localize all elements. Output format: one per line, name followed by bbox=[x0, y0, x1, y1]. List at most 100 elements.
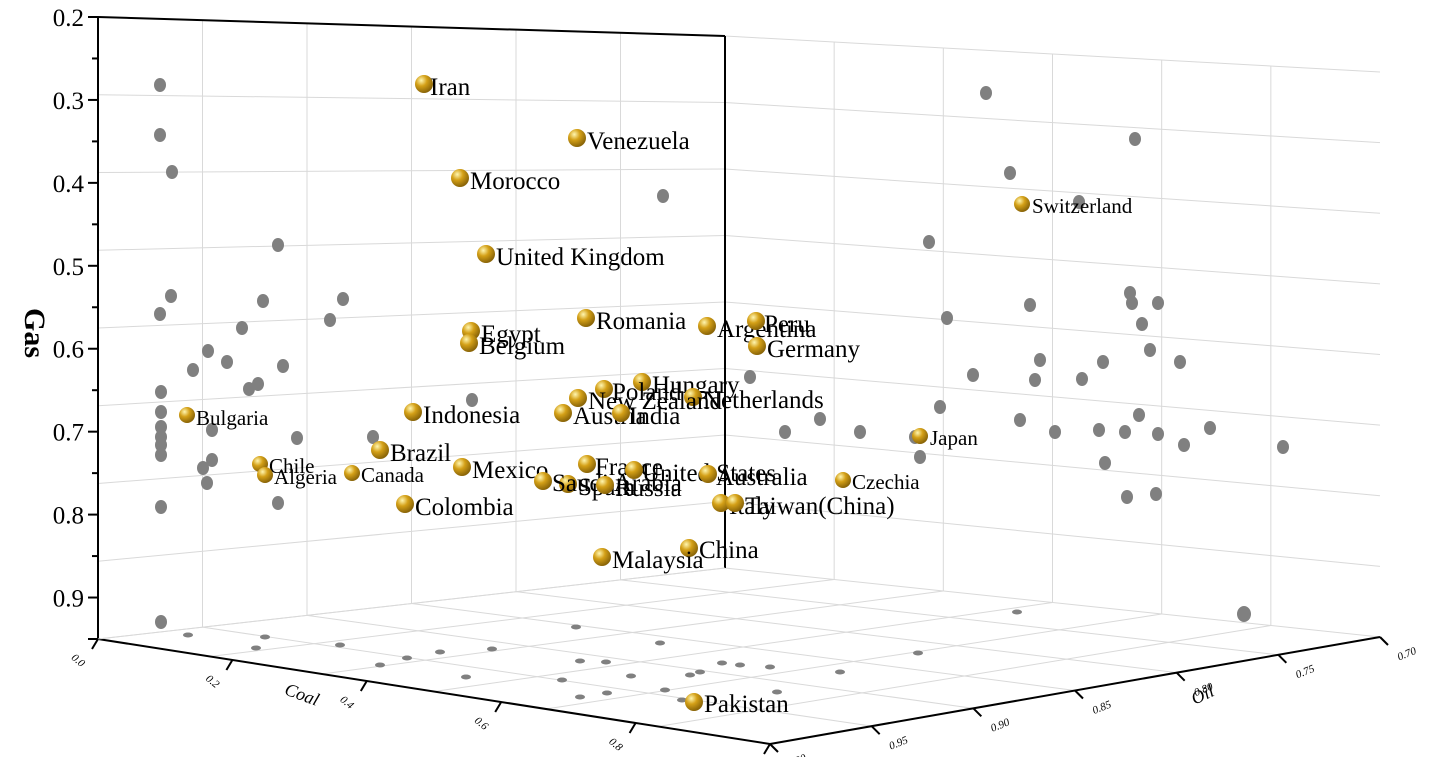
point-label-pakistan: Pakistan bbox=[704, 691, 789, 718]
gas-tick-label: 0.9 bbox=[53, 586, 84, 613]
data-point-malaysia: Malaysia bbox=[593, 547, 704, 574]
floor-projection-dot bbox=[375, 662, 385, 668]
gas-coal-projection-dot bbox=[243, 382, 255, 396]
gas-oil-projection-dot bbox=[1144, 343, 1156, 357]
gas-oil-projection-dot bbox=[1178, 438, 1190, 452]
point-label-bulgaria: Bulgaria bbox=[196, 406, 269, 430]
point-marker-australia bbox=[699, 465, 717, 483]
coal-tick bbox=[763, 743, 771, 755]
gas-oil-projection-dot bbox=[1076, 372, 1088, 386]
point-label-brazil: Brazil bbox=[390, 440, 451, 467]
gas-oil-projection-dot bbox=[941, 311, 953, 325]
point-marker-germany bbox=[748, 337, 766, 355]
point-marker-saudi-arabia bbox=[534, 472, 552, 490]
point-label-saudi-arabia: Saudi Arabia bbox=[552, 470, 682, 497]
point-label-venezuela: Venezuela bbox=[587, 128, 690, 155]
gas-oil-projection-dot bbox=[1034, 353, 1046, 367]
gas-coal-projection-dot bbox=[291, 431, 303, 445]
coal-tick-label: 0.0 bbox=[69, 652, 88, 670]
point-label-romania: Romania bbox=[596, 308, 686, 335]
floor-projection-dot bbox=[461, 674, 471, 680]
data-point-indonesia: Indonesia bbox=[404, 402, 520, 429]
gas-oil-projection-dot bbox=[1152, 296, 1164, 310]
point-marker-colombia bbox=[396, 495, 414, 513]
oil-tick bbox=[1277, 654, 1288, 664]
gas-oil-projection-dot bbox=[854, 425, 866, 439]
point-marker-argentina bbox=[698, 317, 716, 335]
point-label-malaysia: Malaysia bbox=[612, 547, 704, 574]
gas-oil-projection-dot bbox=[1004, 166, 1016, 180]
point-marker-mexico bbox=[453, 458, 471, 476]
gas-oil-projection-dot bbox=[1126, 296, 1138, 310]
gas-coal-projection-dot bbox=[201, 476, 213, 490]
point-label-iran: Iran bbox=[430, 74, 471, 101]
floor-projection-dot bbox=[557, 677, 567, 683]
point-label-india: India bbox=[629, 403, 680, 430]
gas-coal-projection-dot bbox=[466, 393, 478, 407]
data-point-india: India bbox=[612, 403, 680, 430]
gas-coal-projection-dot bbox=[657, 189, 669, 203]
point-label-colombia: Colombia bbox=[415, 494, 514, 521]
oil-tick-label: 1.00 bbox=[786, 752, 809, 757]
gas-oil-projection-dot bbox=[1277, 440, 1289, 454]
point-label-germany: Germany bbox=[767, 336, 861, 363]
point-marker-taiwan-china bbox=[726, 494, 744, 512]
point-label-australia: Australia bbox=[716, 464, 808, 491]
oil-tick bbox=[769, 743, 779, 753]
gas-oil-projection-dot bbox=[1073, 195, 1085, 209]
gas-oil-projection-dot bbox=[1204, 421, 1216, 435]
floor-projection-dot bbox=[835, 669, 845, 675]
point-marker-austria bbox=[554, 404, 572, 422]
data-point-japan: Japan bbox=[912, 426, 978, 450]
data-point-switzerland: Switzerland bbox=[1014, 194, 1133, 218]
floor-projection-dot bbox=[402, 655, 412, 661]
data-point-austria: Austria bbox=[554, 403, 647, 430]
gas-oil-projection-dot bbox=[934, 400, 946, 414]
gas-oil-projection-dot bbox=[1129, 132, 1141, 146]
point-marker-russia bbox=[596, 476, 614, 494]
gas-oil-projection-dot bbox=[914, 450, 926, 464]
gas-oil-projection-dot bbox=[1024, 298, 1036, 312]
projection-shadows bbox=[154, 78, 1289, 703]
point-marker-czechia bbox=[835, 472, 851, 488]
floor-projection-dot bbox=[913, 650, 923, 656]
data-point-new-zealand: New Zealand bbox=[569, 388, 722, 415]
point-marker-new-zealand bbox=[569, 389, 587, 407]
point-label-egypt: Egypt bbox=[481, 321, 541, 348]
point-label-peru: Peru bbox=[764, 311, 810, 338]
gas-tick-label: 0.2 bbox=[53, 5, 84, 32]
coal-axis-line bbox=[97, 638, 771, 745]
floor-projection-dot bbox=[575, 658, 585, 664]
oil-tick bbox=[1379, 636, 1389, 646]
gas-tick-label: 0.5 bbox=[53, 254, 84, 281]
point-label-chile: Chile bbox=[269, 454, 315, 478]
gas-tick-label: 0.6 bbox=[53, 337, 84, 364]
point-marker-poland bbox=[595, 380, 613, 398]
coal-tick bbox=[628, 722, 637, 734]
data-point-china: China bbox=[680, 537, 759, 564]
point-label-morocco: Morocco bbox=[470, 168, 560, 195]
gas-coal-projection-dot bbox=[221, 355, 233, 369]
data-point-brazil: Brazil bbox=[371, 440, 451, 467]
grid-line bbox=[411, 603, 1076, 691]
point-marker-morocco bbox=[451, 169, 469, 187]
oil-tick-label: 0.70 bbox=[1396, 645, 1419, 664]
point-marker-india bbox=[612, 404, 630, 422]
gas-coal-projection-dot bbox=[197, 461, 209, 475]
coal-tick-label: 0.2 bbox=[203, 673, 222, 691]
point-marker-italy bbox=[712, 494, 730, 512]
point-label-belgium: Belgium bbox=[479, 333, 566, 360]
gas-tick-label: 0.3 bbox=[53, 88, 84, 115]
gas-coal-projection-dot bbox=[165, 289, 177, 303]
data-point-netherlands: Netherlands bbox=[684, 387, 824, 414]
floor-projection-dot bbox=[487, 646, 497, 652]
data-point-romania: Romania bbox=[577, 308, 686, 335]
data-point-belgium: Belgium bbox=[460, 333, 566, 360]
gas-coal-projection-dot bbox=[272, 496, 284, 510]
gas-oil-projection-dot bbox=[1029, 373, 1041, 387]
point-marker-united-kingdom bbox=[477, 245, 495, 263]
point-marker-brazil bbox=[371, 441, 389, 459]
gas-oil-projection-dot bbox=[1121, 490, 1133, 504]
data-point-pakistan: Pakistan bbox=[685, 691, 789, 718]
floor-projection-dot bbox=[717, 660, 727, 666]
